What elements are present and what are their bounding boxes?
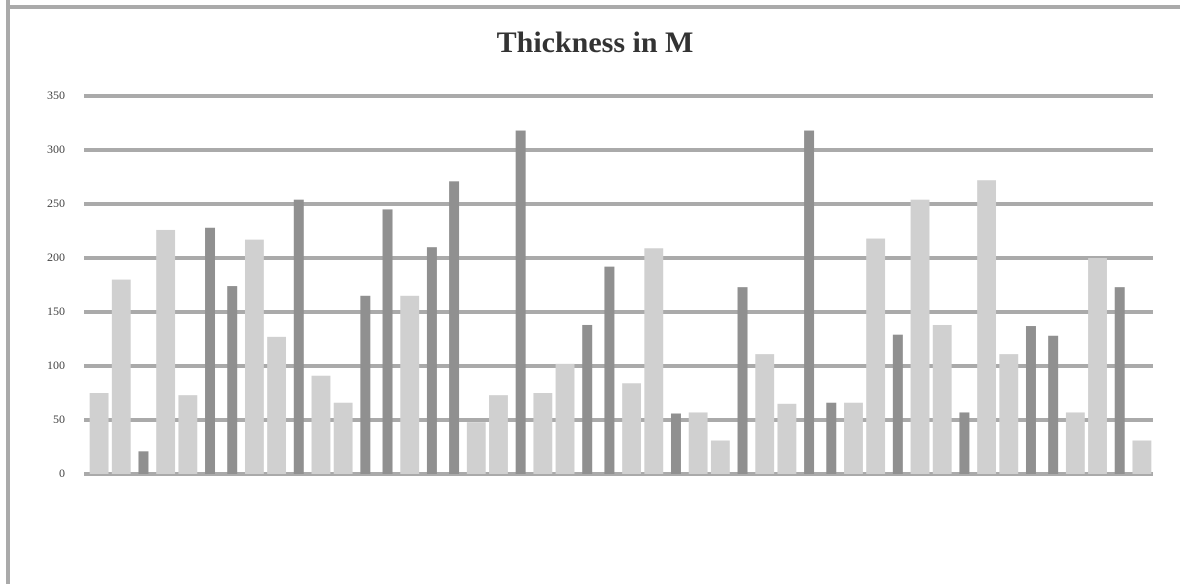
bar: [382, 209, 393, 474]
bar: [582, 324, 593, 474]
chart-title: Thickness in M: [497, 26, 694, 59]
bar: [1114, 287, 1125, 474]
bar: [1088, 258, 1107, 474]
bar: [205, 227, 216, 474]
bar: [710, 440, 730, 474]
bar: [311, 375, 331, 474]
bar: [111, 279, 131, 474]
bar: [892, 334, 903, 474]
y-tick-label: 0: [59, 466, 65, 480]
bar: [360, 295, 371, 474]
bar: [622, 383, 642, 474]
bar: [138, 451, 149, 474]
bar: [737, 287, 748, 474]
bar: [999, 354, 1019, 474]
bar: [910, 199, 930, 474]
bar: [977, 180, 997, 475]
bar: [400, 295, 420, 474]
y-tick-label: 350: [47, 88, 65, 102]
bar: [333, 402, 353, 474]
bar: [1025, 326, 1036, 474]
bar: [844, 402, 863, 474]
bar: [755, 354, 775, 474]
bar: [1065, 412, 1085, 474]
bar: [466, 422, 486, 474]
y-tick-label: 50: [53, 412, 65, 426]
bar: [670, 413, 681, 474]
bar: [555, 363, 575, 474]
bar: [293, 199, 304, 474]
bar: [156, 229, 176, 474]
bar: [777, 403, 797, 474]
bar: [932, 324, 952, 474]
y-tick-label: 250: [47, 196, 65, 210]
bar: [426, 247, 437, 474]
bar: [688, 412, 708, 474]
bar: [1132, 440, 1152, 474]
bar: [644, 248, 664, 474]
bar: [267, 336, 287, 474]
bar: [89, 393, 109, 474]
bar: [866, 238, 886, 474]
bar: [1048, 335, 1059, 474]
y-tick-label: 200: [47, 250, 65, 264]
y-tick-label: 100: [47, 358, 65, 372]
bar: [515, 130, 526, 474]
bar: [533, 393, 553, 474]
bar: [489, 395, 508, 474]
y-tick-label: 300: [47, 142, 65, 156]
bar: [959, 412, 970, 474]
bar: [804, 130, 815, 474]
bar: [449, 181, 460, 474]
bar: [604, 266, 615, 474]
bar: [227, 286, 238, 474]
bar: [826, 402, 837, 474]
bar: [178, 395, 198, 474]
y-tick-label: 150: [47, 304, 65, 318]
bar: [244, 239, 264, 474]
